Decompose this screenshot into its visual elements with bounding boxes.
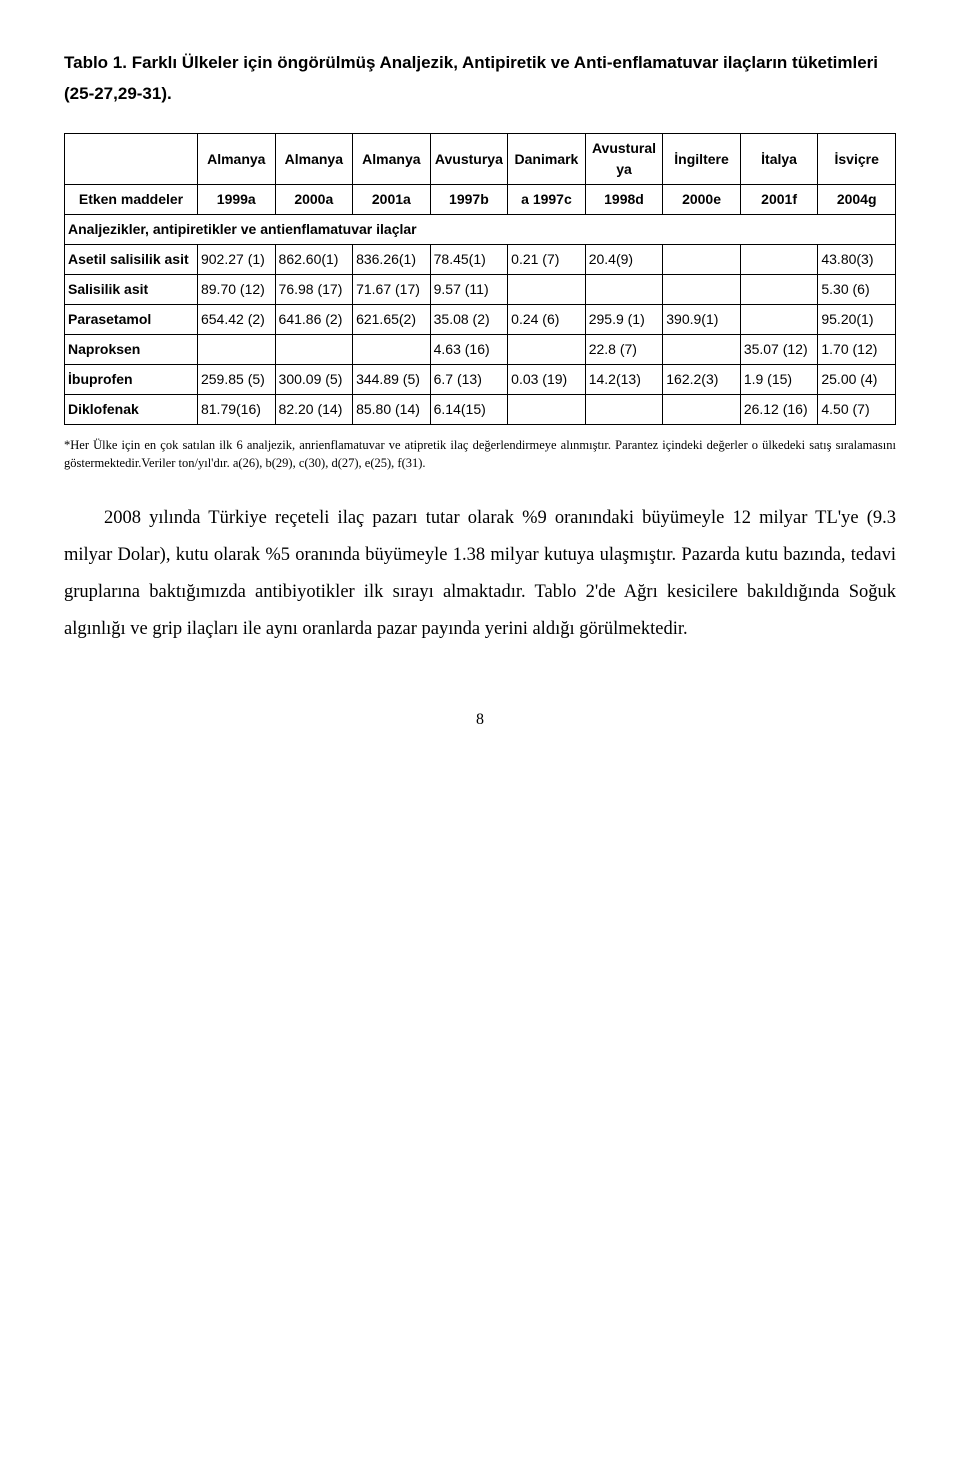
th: Almanya bbox=[275, 134, 353, 185]
cell bbox=[585, 395, 663, 425]
cell: 35.08 (2) bbox=[430, 305, 508, 335]
body-paragraph: 2008 yılında Türkiye reçeteli ilaç pazar… bbox=[64, 500, 896, 648]
cell: 25.00 (4) bbox=[818, 365, 896, 395]
row-label: Naproksen bbox=[65, 335, 198, 365]
cell bbox=[663, 395, 741, 425]
cell: 1.70 (12) bbox=[818, 335, 896, 365]
cell: 76.98 (17) bbox=[275, 275, 353, 305]
table-footnote: *Her Ülke için en çok satılan ilk 6 anal… bbox=[64, 437, 896, 472]
cell: 43.80(3) bbox=[818, 245, 896, 275]
th: Almanya bbox=[197, 134, 275, 185]
cell: 1.9 (15) bbox=[740, 365, 818, 395]
cell bbox=[508, 275, 586, 305]
cell: 259.85 (5) bbox=[197, 365, 275, 395]
cell bbox=[740, 305, 818, 335]
table-row: Salisilik asit 89.70 (12) 76.98 (17) 71.… bbox=[65, 275, 896, 305]
cell bbox=[663, 275, 741, 305]
table-row: Parasetamol 654.42 (2) 641.86 (2) 621.65… bbox=[65, 305, 896, 335]
th: Avusturya bbox=[430, 134, 508, 185]
cell bbox=[353, 335, 431, 365]
th: 1999a bbox=[197, 185, 275, 215]
cell: 641.86 (2) bbox=[275, 305, 353, 335]
th: Etken maddeler bbox=[65, 185, 198, 215]
table-row: Asetil salisilik asit 902.27 (1) 862.60(… bbox=[65, 245, 896, 275]
table-header-row-1: Almanya Almanya Almanya Avusturya Danima… bbox=[65, 134, 896, 185]
cell bbox=[663, 335, 741, 365]
th: İngiltere bbox=[663, 134, 741, 185]
row-label: İbuprofen bbox=[65, 365, 198, 395]
cell bbox=[740, 245, 818, 275]
cell: 89.70 (12) bbox=[197, 275, 275, 305]
cell bbox=[740, 275, 818, 305]
th: Almanya bbox=[353, 134, 431, 185]
data-table: Almanya Almanya Almanya Avusturya Danima… bbox=[64, 133, 896, 425]
cell bbox=[197, 335, 275, 365]
cell: 162.2(3) bbox=[663, 365, 741, 395]
cell: 654.42 (2) bbox=[197, 305, 275, 335]
cell bbox=[508, 335, 586, 365]
cell bbox=[585, 275, 663, 305]
table-row: Naproksen 4.63 (16) 22.8 (7) 35.07 (12) … bbox=[65, 335, 896, 365]
cell: 81.79(16) bbox=[197, 395, 275, 425]
cell: 9.57 (11) bbox=[430, 275, 508, 305]
cell: 35.07 (12) bbox=[740, 335, 818, 365]
cell bbox=[663, 245, 741, 275]
cell bbox=[275, 335, 353, 365]
cell: 5.30 (6) bbox=[818, 275, 896, 305]
th: 2001a bbox=[353, 185, 431, 215]
cell: 4.50 (7) bbox=[818, 395, 896, 425]
cell: 902.27 (1) bbox=[197, 245, 275, 275]
cell: 344.89 (5) bbox=[353, 365, 431, 395]
th: 2001f bbox=[740, 185, 818, 215]
cell: 836.26(1) bbox=[353, 245, 431, 275]
cell: 621.65(2) bbox=[353, 305, 431, 335]
table-title: Tablo 1. Farklı Ülkeler için öngörülmüş … bbox=[64, 48, 896, 109]
table-subheader-row: Analjezikler, antipiretikler ve antienfl… bbox=[65, 215, 896, 245]
cell: 0.03 (19) bbox=[508, 365, 586, 395]
cell: 862.60(1) bbox=[275, 245, 353, 275]
cell: 390.9(1) bbox=[663, 305, 741, 335]
row-label: Asetil salisilik asit bbox=[65, 245, 198, 275]
th: 2000a bbox=[275, 185, 353, 215]
th-blank bbox=[65, 134, 198, 185]
th: 2000e bbox=[663, 185, 741, 215]
cell: 78.45(1) bbox=[430, 245, 508, 275]
row-label: Salisilik asit bbox=[65, 275, 198, 305]
table-row: Diklofenak 81.79(16) 82.20 (14) 85.80 (1… bbox=[65, 395, 896, 425]
cell: 82.20 (14) bbox=[275, 395, 353, 425]
cell: 295.9 (1) bbox=[585, 305, 663, 335]
page-number: 8 bbox=[64, 708, 896, 732]
cell: 22.8 (7) bbox=[585, 335, 663, 365]
cell: 4.63 (16) bbox=[430, 335, 508, 365]
th: a 1997c bbox=[508, 185, 586, 215]
th: İsviçre bbox=[818, 134, 896, 185]
th: 1998d bbox=[585, 185, 663, 215]
cell: 26.12 (16) bbox=[740, 395, 818, 425]
cell: 300.09 (5) bbox=[275, 365, 353, 395]
th: Avusturalya bbox=[585, 134, 663, 185]
cell: 14.2(13) bbox=[585, 365, 663, 395]
th: İtalya bbox=[740, 134, 818, 185]
th: 1997b bbox=[430, 185, 508, 215]
cell: 6.7 (13) bbox=[430, 365, 508, 395]
table-header-row-2: Etken maddeler 1999a 2000a 2001a 1997b a… bbox=[65, 185, 896, 215]
cell: 6.14(15) bbox=[430, 395, 508, 425]
cell: 20.4(9) bbox=[585, 245, 663, 275]
cell bbox=[508, 395, 586, 425]
th: Danimark bbox=[508, 134, 586, 185]
cell: 71.67 (17) bbox=[353, 275, 431, 305]
row-label: Diklofenak bbox=[65, 395, 198, 425]
table-row: İbuprofen 259.85 (5) 300.09 (5) 344.89 (… bbox=[65, 365, 896, 395]
cell: 0.24 (6) bbox=[508, 305, 586, 335]
cell: 95.20(1) bbox=[818, 305, 896, 335]
row-label: Parasetamol bbox=[65, 305, 198, 335]
cell: 85.80 (14) bbox=[353, 395, 431, 425]
cell: 0.21 (7) bbox=[508, 245, 586, 275]
subheader-cell: Analjezikler, antipiretikler ve antienfl… bbox=[65, 215, 896, 245]
th: 2004g bbox=[818, 185, 896, 215]
